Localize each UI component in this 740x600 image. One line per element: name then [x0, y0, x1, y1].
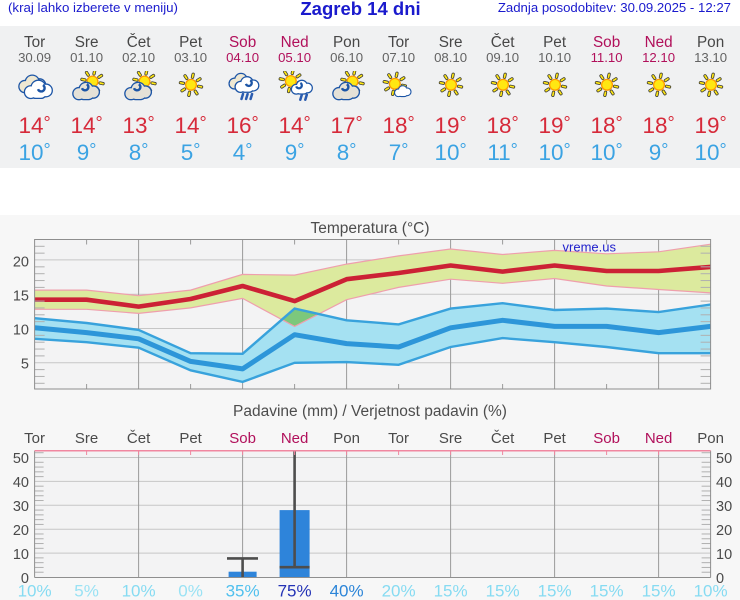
svg-text:30: 30	[716, 499, 732, 515]
svg-text:Tor: Tor	[388, 430, 409, 447]
svg-text:50: 50	[716, 451, 732, 467]
svg-text:15%: 15%	[590, 582, 624, 600]
svg-text:0: 0	[21, 571, 29, 587]
svg-text:5%: 5%	[74, 582, 99, 600]
svg-text:15: 15	[13, 289, 29, 305]
svg-text:10: 10	[13, 323, 29, 339]
svg-text:15%: 15%	[538, 582, 572, 600]
svg-text:Ned: Ned	[281, 430, 309, 447]
svg-text:Čet: Čet	[491, 430, 515, 447]
svg-text:Pet: Pet	[543, 430, 566, 447]
svg-text:Sre: Sre	[75, 430, 98, 447]
svg-text:Pon: Pon	[333, 430, 360, 447]
svg-text:40: 40	[13, 475, 29, 491]
svg-text:Tor: Tor	[24, 430, 45, 447]
svg-text:40: 40	[716, 475, 732, 491]
svg-text:Ned: Ned	[645, 430, 673, 447]
svg-text:10%: 10%	[122, 582, 156, 600]
svg-text:40%: 40%	[330, 582, 364, 600]
svg-text:20%: 20%	[382, 582, 416, 600]
svg-text:Sre: Sre	[439, 430, 462, 447]
svg-text:Pet: Pet	[179, 430, 202, 447]
svg-text:15%: 15%	[642, 582, 676, 600]
svg-text:Padavine (mm) / Verjetnost pad: Padavine (mm) / Verjetnost padavin (%)	[233, 403, 507, 420]
svg-text:20: 20	[13, 255, 29, 271]
svg-text:75%: 75%	[278, 582, 312, 600]
svg-text:10: 10	[13, 547, 29, 563]
svg-text:35%: 35%	[226, 582, 260, 600]
svg-text:50: 50	[13, 451, 29, 467]
svg-text:15%: 15%	[434, 582, 468, 600]
svg-text:Temperatura (°C): Temperatura (°C)	[310, 220, 429, 237]
svg-text:30: 30	[13, 499, 29, 515]
svg-text:10%: 10%	[694, 582, 728, 600]
svg-text:Sob: Sob	[229, 430, 256, 447]
svg-text:15%: 15%	[486, 582, 520, 600]
svg-text:Čet: Čet	[127, 430, 151, 447]
svg-text:vreme.us: vreme.us	[563, 240, 617, 255]
svg-text:20: 20	[13, 523, 29, 539]
svg-text:20: 20	[716, 523, 732, 539]
svg-text:0%: 0%	[178, 582, 203, 600]
svg-text:0: 0	[716, 571, 724, 587]
svg-text:10%: 10%	[18, 582, 52, 600]
svg-text:Sob: Sob	[593, 430, 620, 447]
svg-text:5: 5	[21, 357, 29, 373]
svg-text:Pon: Pon	[697, 430, 724, 447]
svg-text:10: 10	[716, 547, 732, 563]
